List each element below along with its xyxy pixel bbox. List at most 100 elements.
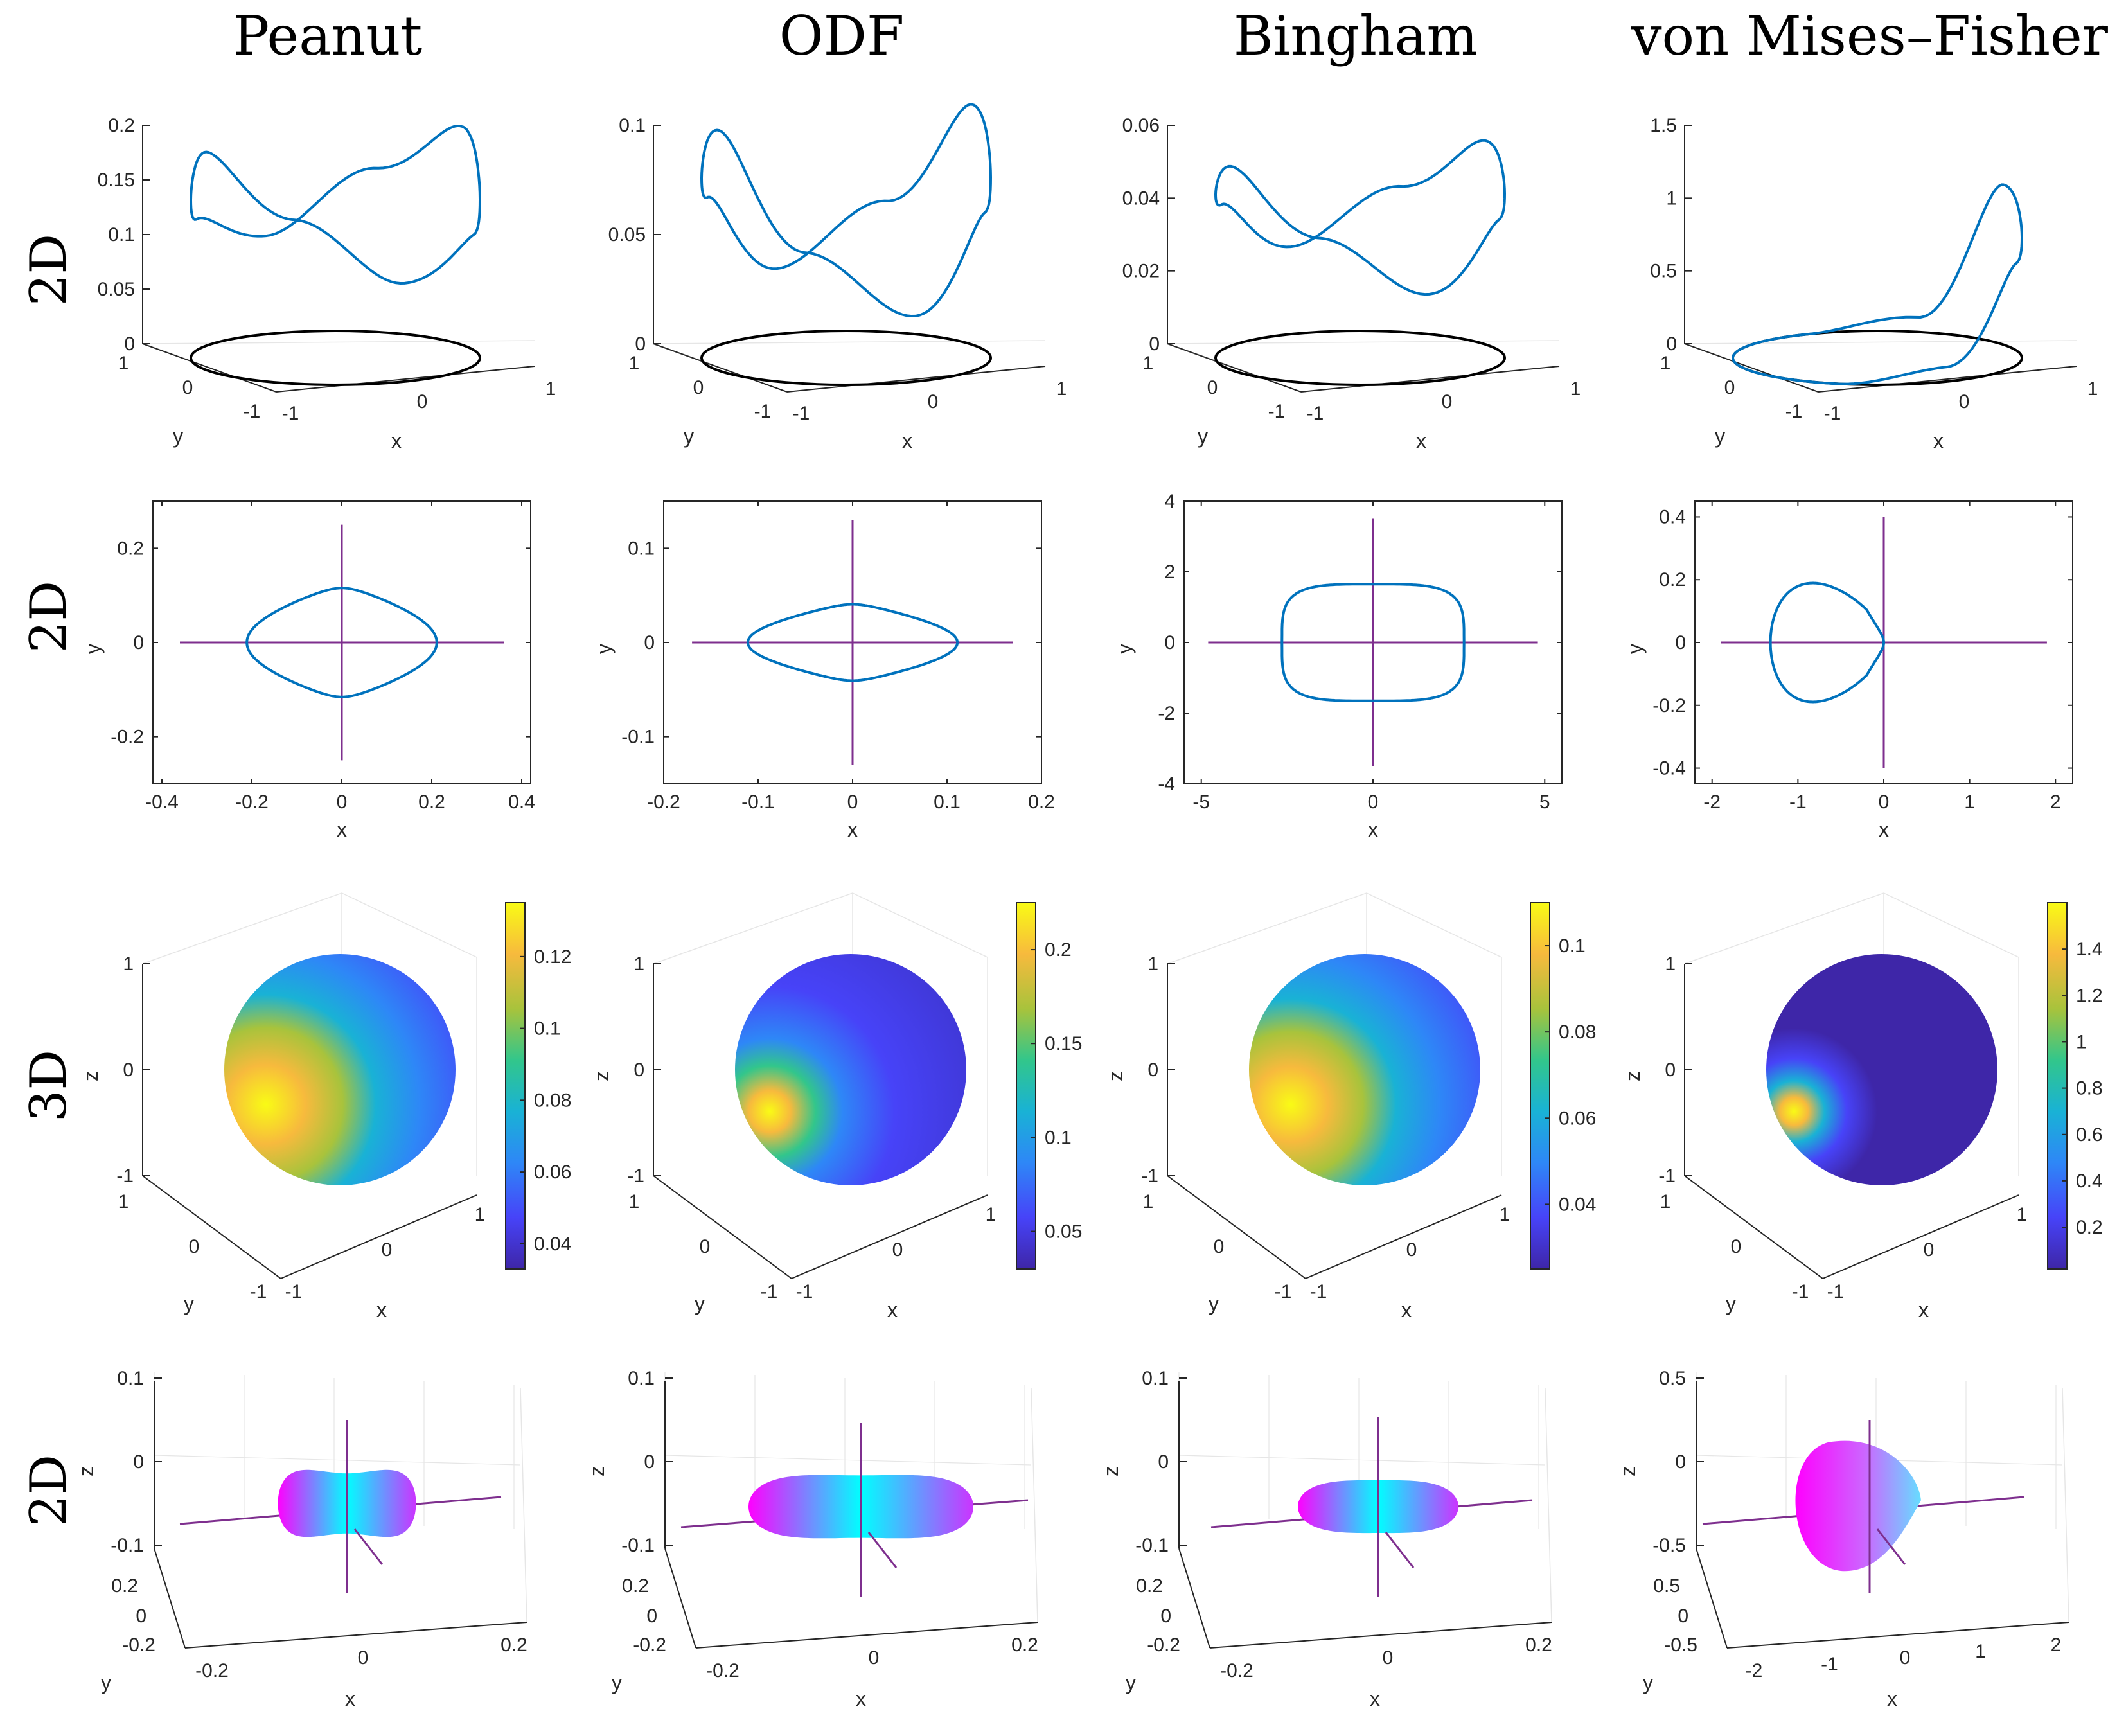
y-tick-label: 0: [646, 1606, 657, 1627]
x-tick-label: 5: [1539, 792, 1550, 813]
y-axis-label: y: [1126, 1671, 1136, 1694]
panel-row3-vmf-sphere: -1 0 1 z 1 0 -1 y -1 0 1 x 0.2 0.4 0.6 0.8 1 1.2 1.4: [1621, 892, 2103, 1322]
x-axis-line: [184, 1622, 527, 1649]
z-tick-label: 0: [1666, 333, 1677, 355]
unit-circle: [1214, 330, 1506, 386]
z-tick-label: 1.5: [1650, 115, 1677, 136]
z-tick-label: -1: [627, 1165, 644, 1187]
back-grid-line: [653, 340, 1046, 344]
y-tick-label: 1: [1660, 1191, 1671, 1212]
colorbar-tick-label: 0.08: [1559, 1022, 1596, 1043]
x-tick-label: -0.2: [647, 792, 680, 813]
y-tick-label: 0: [1675, 632, 1686, 653]
x-axis-label: x: [856, 1687, 866, 1710]
z-tick-label: 0.5: [1659, 1368, 1686, 1389]
x-tick-label: 0: [1959, 391, 1970, 412]
x-axis-line: [276, 366, 535, 393]
x-axis-label: x: [1887, 1687, 1897, 1710]
x-tick-label: 0.1: [934, 792, 961, 813]
grid-line: [520, 1387, 527, 1623]
y-tick-label: 4: [1164, 491, 1175, 512]
y-tick-label: 1: [1143, 1191, 1154, 1212]
column-title-bingham: Bingham: [1234, 4, 1478, 67]
z-tick-label: -1: [116, 1165, 134, 1187]
x-tick-label: -0.2: [235, 792, 269, 813]
back-grid-line: [142, 340, 535, 344]
axis-line-y: [1385, 1532, 1415, 1568]
row-title-1: 2D: [20, 234, 78, 306]
x-tick-label: -2: [1746, 1660, 1763, 1681]
y-tick-label: 0: [644, 632, 655, 653]
x-tick-label: -0.4: [145, 792, 179, 813]
panel-row2-peanut-polar: -0.4 -0.2 0 0.2 0.4 -0.2 0 0.2 x y: [82, 500, 535, 841]
x-tick-label: 0: [358, 1647, 369, 1669]
x-axis-line-left: [653, 343, 788, 393]
panel-row2-bingham-polar: -5 0 5 -4 -2 0 2 4 x y: [1113, 491, 1563, 841]
y-axis-label: y: [173, 425, 183, 448]
x-axis-label: x: [1401, 1298, 1412, 1322]
colorbar-tick-label: 1: [2076, 1031, 2087, 1052]
y-tick-label: 1: [1660, 353, 1671, 374]
x-tick-label: 0: [1879, 792, 1890, 813]
x-axis-label: x: [1416, 429, 1426, 452]
z-tick-label: 1: [633, 953, 644, 975]
y-tick-label: 0.5: [1653, 1575, 1680, 1597]
x-tick-label: 1: [475, 1204, 486, 1225]
y-axis-label: y: [592, 644, 616, 654]
x-axis-label: x: [345, 1687, 355, 1710]
density-curve: [189, 125, 482, 285]
y-tick-label: -1: [1275, 1281, 1292, 1302]
y-axis-label: y: [1624, 644, 1647, 654]
x-tick-label: -0.2: [195, 1660, 229, 1681]
x-axis-label: x: [887, 1298, 898, 1322]
x-tick-label: 0: [1368, 792, 1379, 813]
x-tick-label: 0: [1442, 391, 1453, 412]
y-tick-label: -0.4: [1652, 758, 1686, 779]
x-axis-label: x: [902, 429, 912, 452]
z-tick-label: 1: [1147, 953, 1158, 975]
z-axis-label: z: [590, 1071, 613, 1081]
x-axis-label: x: [391, 429, 402, 452]
y-axis-label: y: [1643, 1671, 1653, 1694]
y-axis-line: [653, 1175, 792, 1279]
colorbar-tick-label: 0.12: [534, 946, 571, 968]
colorbar-tick-label: 0.6: [2076, 1124, 2103, 1146]
y-tick-label: 0: [693, 377, 704, 398]
z-tick-label: 0.04: [1122, 188, 1160, 209]
y-tick-label: 0: [189, 1236, 200, 1257]
density-curve: [1731, 183, 2024, 385]
x-axis-label: x: [847, 818, 858, 841]
y-tick-label: -1: [761, 1281, 778, 1302]
y-tick-label: -0.5: [1664, 1634, 1697, 1656]
back-grid: [653, 892, 988, 1176]
colorbar-tick-label: 0.2: [2076, 1217, 2103, 1238]
grid-line: [664, 1455, 1032, 1466]
y-tick-label: 0.4: [1659, 506, 1686, 527]
x-tick-label: 0.2: [500, 1634, 527, 1656]
x-tick-label: -1: [1789, 792, 1807, 813]
y-tick-label: 0.2: [111, 1575, 138, 1597]
x-tick-label: 1: [545, 378, 556, 400]
colorbar-tick-label: 0.06: [1559, 1108, 1596, 1129]
z-axis-label: z: [1621, 1071, 1644, 1081]
grid-line: [1031, 1387, 1038, 1623]
axis-line-y: [867, 1532, 898, 1568]
y-tick-label: 0: [1731, 1236, 1742, 1257]
x-tick-label: 0: [417, 391, 428, 412]
x-axis-label: x: [1368, 818, 1378, 841]
z-tick-label: 0.1: [108, 224, 135, 245]
x-tick-label: 0: [1406, 1239, 1417, 1261]
x-axis-label: x: [1879, 818, 1889, 841]
colorbar-tick-label: 0.1: [1045, 1127, 1072, 1148]
y-tick-label: 0: [136, 1606, 146, 1627]
unit-circle: [190, 330, 481, 386]
row-titles: 2D 2D 3D 2D: [20, 234, 78, 1527]
y-tick-label: 0.2: [117, 538, 144, 559]
panel-row3-odf-sphere: -1 0 1 z 1 0 -1 y -1 0 1 x 0.05 0.1 0.15 0.2: [590, 892, 1082, 1322]
row-title-2: 2D: [20, 581, 78, 653]
x-tick-label: -1: [1310, 1281, 1327, 1302]
x-axis-line-left: [1167, 343, 1302, 393]
y-axis-line: [1167, 1175, 1306, 1279]
